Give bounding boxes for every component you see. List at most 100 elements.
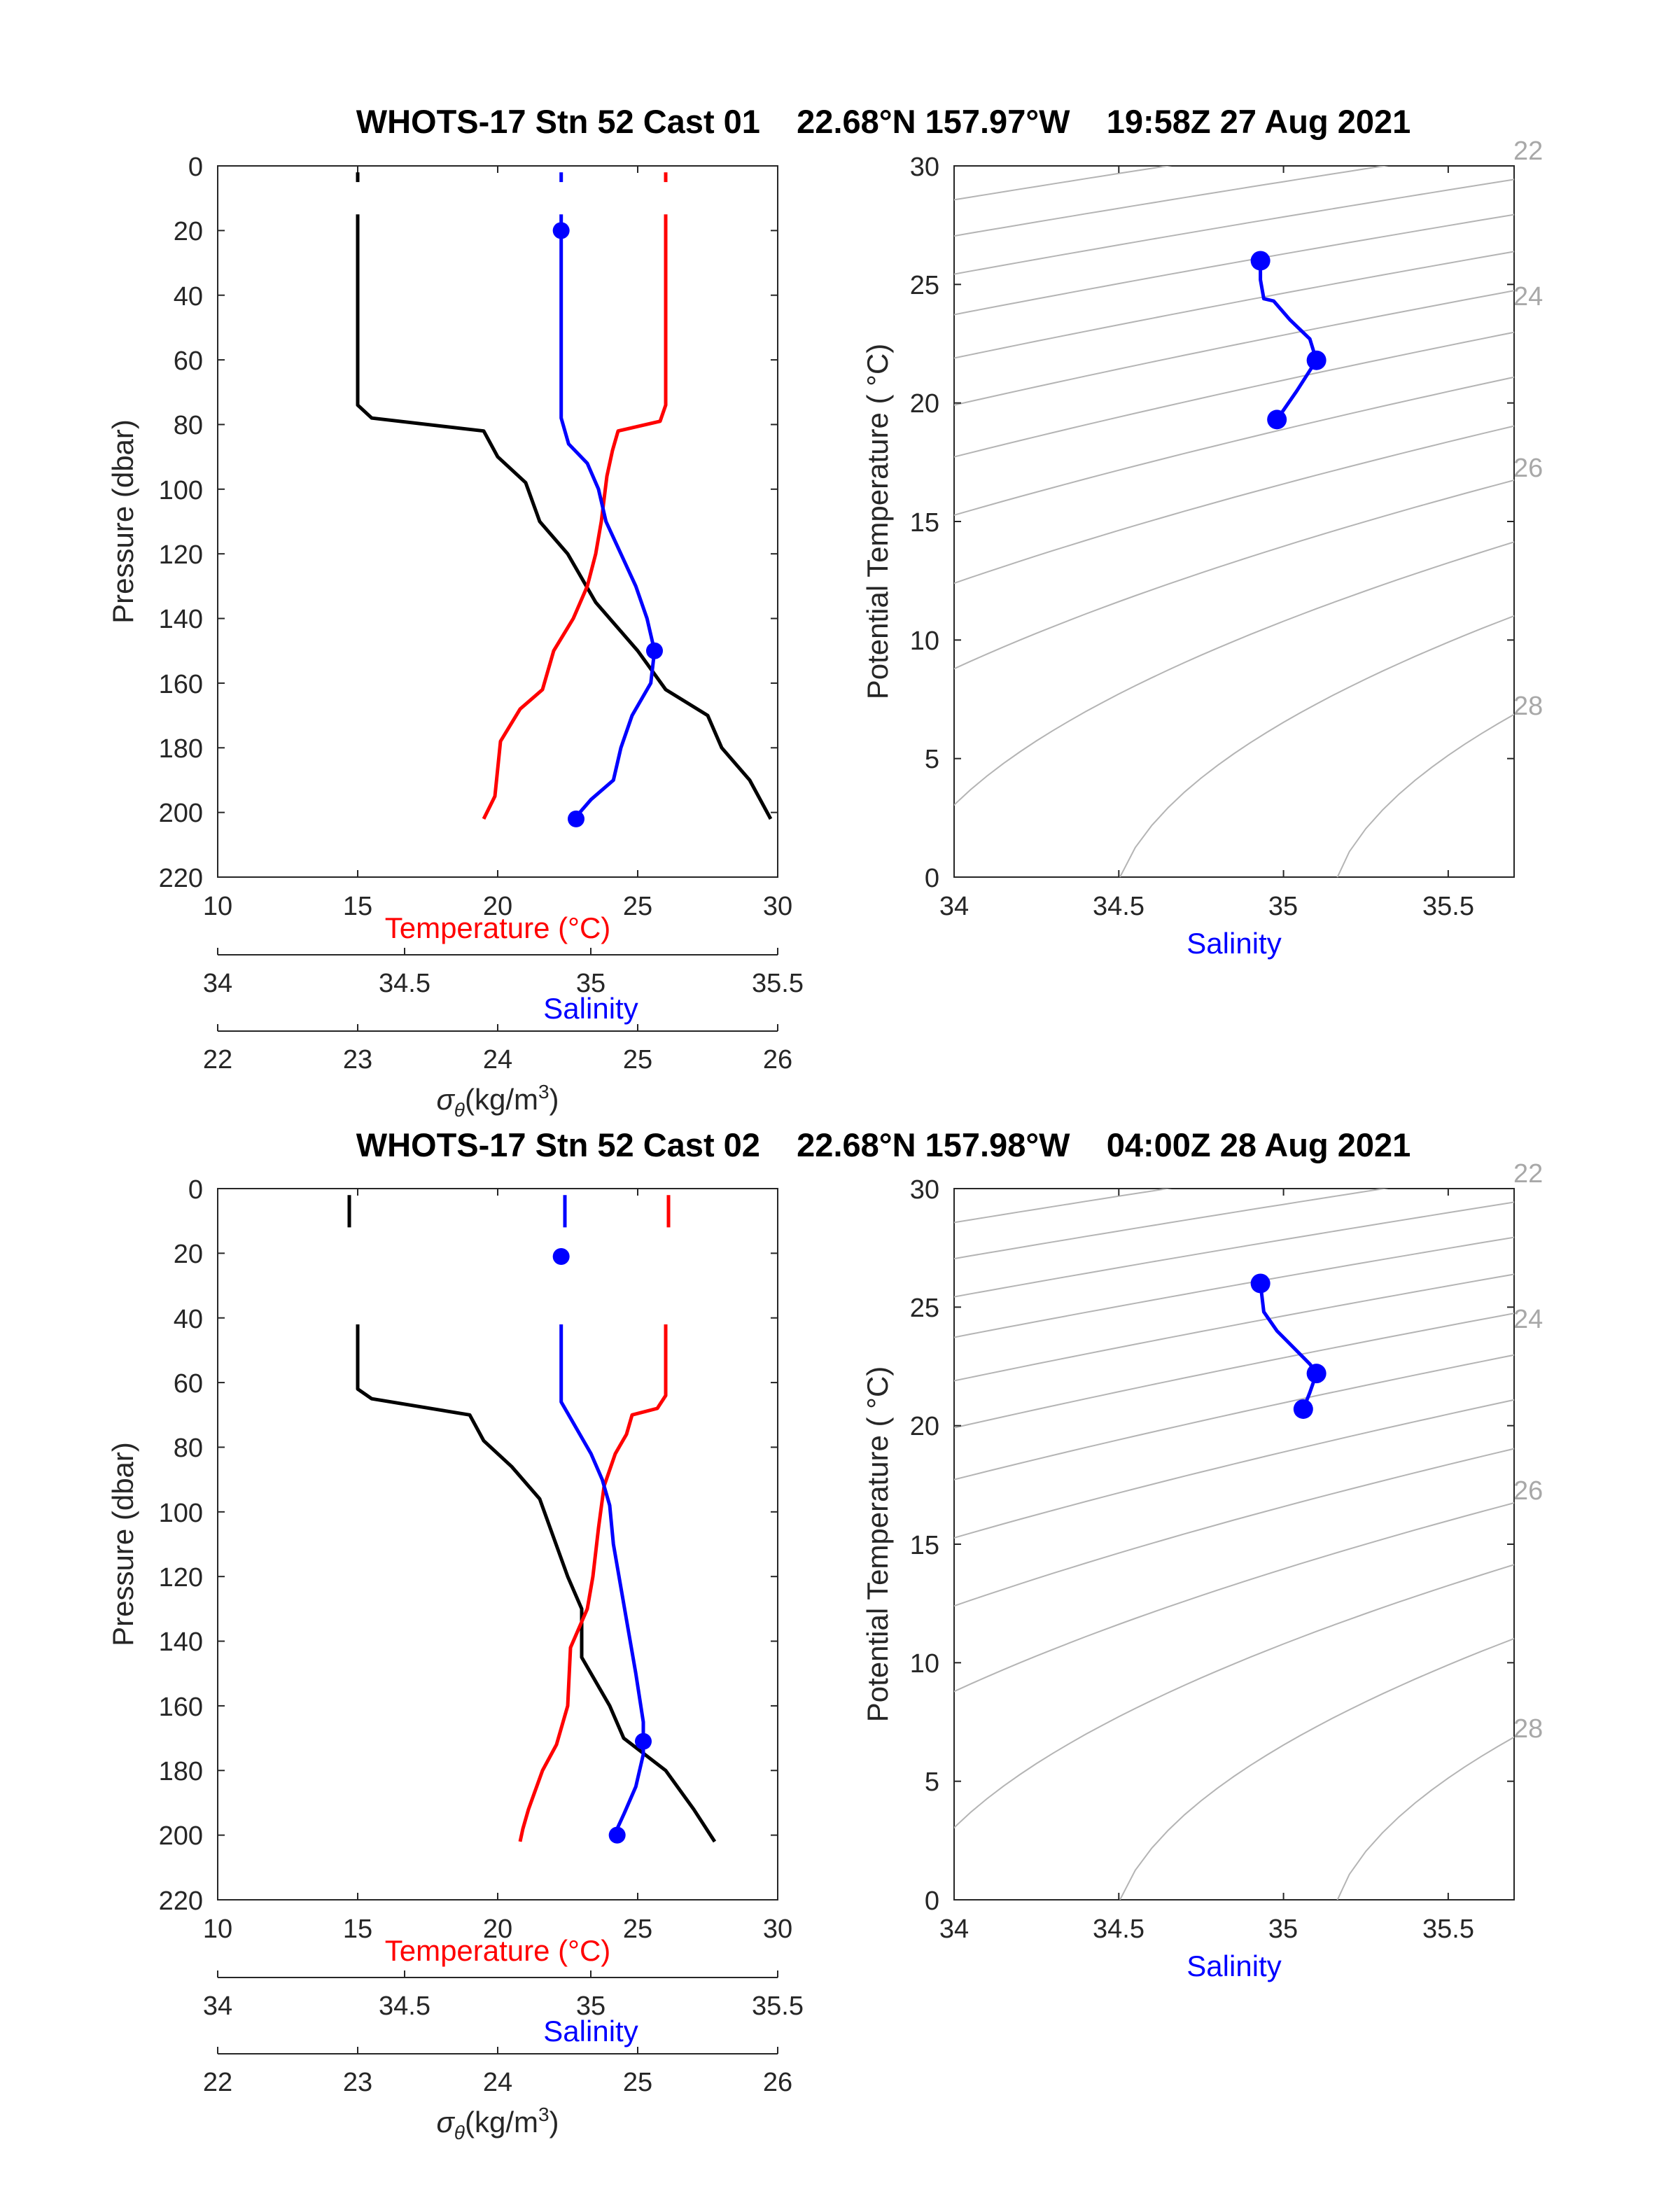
ts-sample-marker [1267, 410, 1287, 430]
density-contour-line [1119, 1637, 1514, 1900]
salinity-tick-label: 35 [576, 969, 606, 998]
salinity-profile-line [559, 1324, 645, 1830]
density-contour-line [954, 1236, 1514, 1338]
y-tick-label: 180 [159, 1757, 203, 1786]
y-tick-label: 200 [159, 1821, 203, 1851]
density-profile-line [356, 214, 773, 820]
y-tick-label: 220 [159, 864, 203, 893]
y-tick-label: 80 [174, 1434, 203, 1463]
salinity-sample-marker [608, 1826, 626, 1844]
density-contour-line [954, 1312, 1514, 1429]
temperature-tick-label: 25 [623, 892, 652, 921]
y-tick-label: 60 [174, 1369, 203, 1399]
cast-02: WHOTS-17 Stn 52 Cast 02 22.68°N 157.98°W… [106, 1126, 1543, 2143]
density-contour-line [954, 1399, 1514, 1539]
salinity-tick-label: 34.5 [379, 969, 430, 998]
density-contour-line [954, 1189, 1172, 1224]
profile-axes-box [217, 1188, 778, 1900]
temperature-tick-label: 30 [763, 1914, 792, 1944]
y-tick-label: 60 [174, 346, 203, 376]
density-tick-label: 22 [203, 2068, 232, 2097]
density-contour-label: 28 [1513, 1714, 1543, 1744]
cast-title: WHOTS-17 Stn 52 Cast 02 22.68°N 157.98°W… [356, 1126, 1411, 1163]
density-axis-label: σθ(kg/m3) [436, 2104, 559, 2143]
salinity-profile-line [559, 214, 657, 814]
ts-sample-marker [1293, 1399, 1313, 1419]
ts-x-tick-label: 35 [1268, 892, 1298, 921]
density-contour-line [954, 1354, 1514, 1480]
y-tick-label: 20 [174, 1240, 203, 1269]
ts-y-tick-label: 5 [925, 745, 939, 774]
density-axis: 22 23 24 25 26 σθ(kg/m3) [203, 1024, 792, 1121]
density-contour-line [1119, 615, 1514, 877]
cast-title: WHOTS-17 Stn 52 Cast 01 22.68°N 157.97°W… [356, 103, 1411, 140]
salinity-tick-label: 35.5 [752, 1991, 804, 2021]
ts-plot [953, 1188, 1514, 1900]
profile-panel: 0 20 40 60 80 100 120 140 160 180 200 22… [106, 1175, 804, 2143]
profile-lines [217, 165, 778, 878]
density-contour-line [954, 290, 1514, 406]
y-tick-label: 160 [159, 670, 203, 699]
ts-curve [1259, 1283, 1319, 1410]
salinity-axis-label: Salinity [543, 2015, 638, 2047]
ts-x-tick-label: 34 [939, 1914, 969, 1944]
ts-sample-marker [1306, 1364, 1326, 1384]
salinity-axis: 34 34.5 35 35.5 Salinity [203, 1970, 804, 2047]
density-contour-label: 24 [1513, 1305, 1543, 1334]
density-contour-line [954, 1502, 1514, 1693]
profile-y-ticks: 0 20 40 60 80 100 120 140 160 180 200 22… [159, 1175, 203, 1916]
density-contour-line [1336, 713, 1514, 877]
salinity-sample-marker [568, 810, 584, 827]
salinity-sample-marker [552, 222, 570, 239]
ts-y-tick-label: 15 [910, 508, 939, 538]
profile-y-axis-label: Pressure (dbar) [106, 419, 139, 624]
ts-x-ticks: 34 34.5 35 35.5 [939, 892, 1474, 921]
ts-y-axis-label: Potential Temperature ( °C) [861, 1366, 894, 1723]
y-tick-label: 0 [188, 153, 203, 182]
salinity-sample-marker [635, 1732, 652, 1750]
density-contour-line [954, 1273, 1514, 1382]
salinity-sample-marker [646, 642, 663, 659]
ts-axes-box [953, 1188, 1515, 1900]
ts-x-tick-label: 35 [1268, 1914, 1298, 1944]
density-contour-label: 22 [1513, 136, 1543, 166]
temperature-tick-label: 10 [203, 1914, 232, 1944]
y-tick-label: 80 [174, 411, 203, 440]
salinity-tick-label: 34.5 [379, 1991, 430, 2021]
profile-lines [217, 1188, 778, 1900]
temperature-tick-label: 15 [343, 1914, 372, 1944]
density-contour-line [954, 1564, 1514, 1829]
density-contour-line [954, 1189, 1389, 1260]
ts-y-axis-label: Potential Temperature ( °C) [861, 344, 894, 700]
ts-x-axis-label: Salinity [1186, 927, 1281, 960]
ts-y-tick-label: 30 [910, 1175, 939, 1205]
temperature-axis: 10 15 20 25 30 Temperature (°C) [203, 892, 792, 944]
ts-y-ticks: 0 5 10 15 20 25 30 [910, 1175, 939, 1916]
density-contour-line [954, 1448, 1514, 1607]
temperature-tick-label: 20 [483, 892, 512, 921]
salinity-sample-marker [552, 1247, 570, 1265]
density-tick-label: 22 [203, 1045, 232, 1074]
ts-panel: 0 5 10 15 20 25 30 34 34.5 35 35.5 Salin… [861, 136, 1543, 960]
density-contour-line [954, 178, 1514, 275]
y-tick-label: 20 [174, 217, 203, 246]
ts-x-tick-label: 35.5 [1422, 892, 1474, 921]
density-tick-label: 24 [483, 2068, 512, 2097]
density-contour-labels: 22 24 26 28 [1513, 1159, 1543, 1744]
temperature-tick-label: 15 [343, 892, 372, 921]
ts-x-ticks: 34 34.5 35 35.5 [939, 1914, 1474, 1944]
density-contours [954, 1189, 1514, 1900]
temperature-tick-label: 20 [483, 1914, 512, 1944]
density-tick-label: 25 [623, 2068, 652, 2097]
y-tick-label: 140 [159, 605, 203, 634]
y-tick-label: 220 [159, 1886, 203, 1916]
salinity-tick-label: 34 [203, 1991, 232, 2021]
ts-y-tick-label: 25 [910, 271, 939, 300]
ts-x-tick-label: 34.5 [1093, 1914, 1144, 1944]
density-tick-label: 26 [763, 1045, 792, 1074]
salinity-tick-label: 35 [576, 1991, 606, 2021]
ts-curve [1259, 260, 1319, 421]
ts-y-tick-label: 5 [925, 1768, 939, 1797]
ts-y-tick-label: 20 [910, 1412, 939, 1441]
salinity-tick-label: 35.5 [752, 969, 804, 998]
